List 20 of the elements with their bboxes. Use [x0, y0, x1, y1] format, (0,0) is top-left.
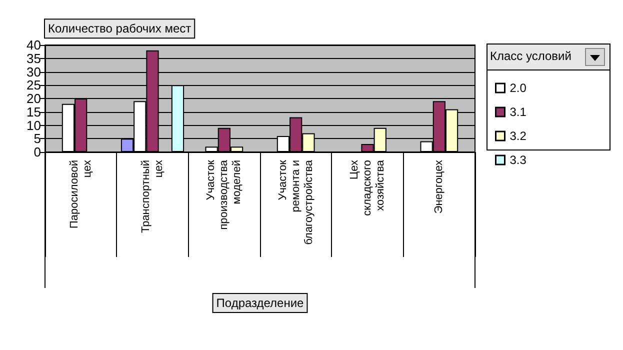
x-tick-label: Энергоцех [433, 160, 446, 214]
y-tick-label: 35 [26, 50, 41, 66]
x-tick-label: Транспортный цех [140, 160, 165, 234]
y-tick-label: 5 [34, 131, 41, 146]
y-tick-label: 40 [26, 38, 41, 52]
y-tick-label: 10 [26, 118, 41, 133]
x-tick-label: Паросиловой цех [68, 160, 94, 229]
y-tick-label: 0 [34, 144, 41, 160]
legend-label: 3.1 [510, 105, 527, 119]
legend-label: 2.0 [510, 81, 527, 95]
y-tick-label: 15 [26, 104, 41, 120]
legend-label: 3.2 [510, 129, 527, 143]
legend-label: 3.3 [510, 153, 527, 167]
x-axis-title: Подразделение [216, 296, 304, 310]
y-tick-label: 25 [26, 78, 41, 93]
legend-title: Класс условий [490, 49, 572, 63]
y-axis-title: Количество рабочих мест [48, 22, 192, 36]
y-tick-label: 30 [26, 64, 41, 80]
x-tick-label: Участок производства моделей [205, 159, 244, 230]
y-tick-label: 20 [26, 91, 41, 106]
